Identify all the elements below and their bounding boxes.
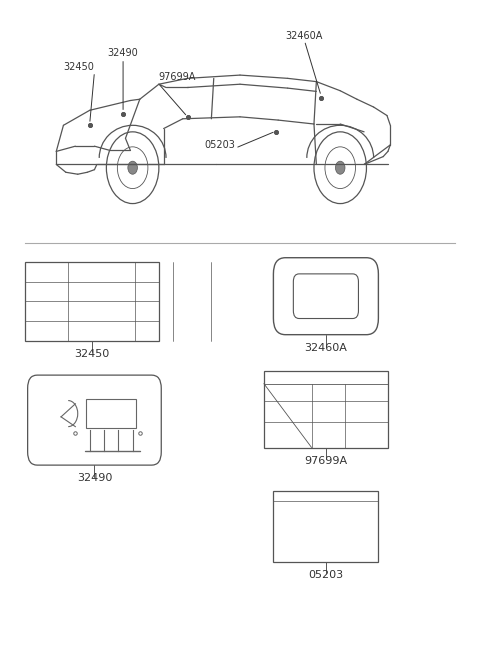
Text: 05203: 05203: [204, 140, 235, 150]
Bar: [274, 491, 378, 561]
Text: 32450: 32450: [74, 349, 110, 359]
Text: 32460A: 32460A: [304, 343, 348, 353]
Circle shape: [336, 161, 345, 174]
Text: 32490: 32490: [108, 48, 138, 58]
Bar: [86, 399, 136, 428]
FancyBboxPatch shape: [293, 274, 359, 318]
Text: 32490: 32490: [77, 474, 112, 483]
FancyBboxPatch shape: [28, 375, 161, 465]
Bar: [25, 262, 159, 341]
Bar: [264, 371, 388, 447]
FancyBboxPatch shape: [274, 257, 378, 335]
Text: 32450: 32450: [63, 62, 95, 72]
Text: 97699A: 97699A: [158, 71, 195, 82]
Text: 97699A: 97699A: [304, 456, 348, 466]
Circle shape: [128, 161, 137, 174]
Text: 32460A: 32460A: [286, 31, 323, 41]
Text: 05203: 05203: [308, 570, 344, 580]
